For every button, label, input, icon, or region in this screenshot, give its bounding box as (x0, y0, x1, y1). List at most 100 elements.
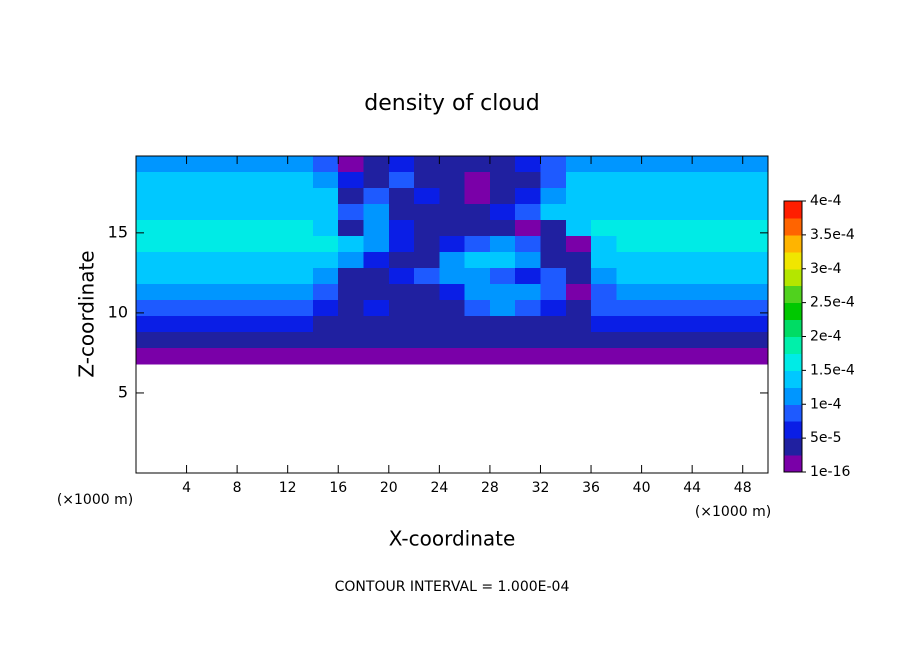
field-cell (338, 316, 365, 333)
field-cell (186, 284, 213, 301)
field-cell (237, 172, 263, 189)
field-cell (237, 204, 263, 221)
field-cell (666, 204, 693, 221)
field-cell (591, 252, 617, 269)
field-cell (616, 204, 643, 221)
field-cell (666, 268, 693, 285)
field-cell (287, 156, 314, 173)
field-cell (540, 204, 567, 221)
field-cell (312, 156, 339, 173)
field-cell (262, 236, 289, 253)
field-cell (489, 220, 516, 237)
field-cell (515, 156, 542, 173)
field-cell (338, 188, 365, 205)
field-cell (666, 332, 693, 349)
field-cell (717, 332, 744, 349)
field-cell (262, 268, 289, 285)
field-cell (338, 300, 365, 317)
field-cell (211, 188, 238, 205)
field-cell (136, 300, 162, 317)
field-cell (717, 300, 744, 317)
field-cell (641, 220, 668, 237)
field-cell (616, 268, 643, 285)
field-cell (742, 188, 769, 205)
field-cell (136, 316, 162, 333)
field-cell (515, 284, 542, 301)
y-tick-label: 5 (118, 382, 128, 401)
field-cell (515, 348, 542, 365)
field-cell (312, 188, 339, 205)
field-cell (742, 300, 769, 317)
field-cell (464, 220, 491, 237)
field-cell (211, 316, 238, 333)
field-cell (161, 332, 188, 349)
field-cell (312, 268, 339, 285)
field-cell (464, 332, 491, 349)
field-cell (666, 220, 693, 237)
field-cell (186, 252, 213, 269)
field-cell (616, 332, 643, 349)
field-cell (237, 268, 263, 285)
field-cell (211, 268, 238, 285)
x-tick-label: 28 (481, 480, 499, 496)
field-cell (388, 252, 415, 269)
field-cell (287, 252, 314, 269)
x-tick-label: 8 (233, 480, 242, 496)
field-cell (641, 204, 668, 221)
field-cell (211, 300, 238, 317)
field-cell (414, 332, 440, 349)
field-cell (641, 268, 668, 285)
field-cell (666, 236, 693, 253)
field-cell (692, 236, 719, 253)
field-cell (363, 316, 390, 333)
field-cell (717, 236, 744, 253)
field-cell (136, 204, 162, 221)
field-cell (540, 300, 567, 317)
field-cell (414, 156, 440, 173)
field-cell (464, 172, 491, 189)
x-unit-label: (×1000 m) (57, 492, 133, 508)
field-cell (136, 172, 162, 189)
field-cell (742, 204, 769, 221)
field-cell (338, 268, 365, 285)
field-cell (338, 204, 365, 221)
field-cell (186, 236, 213, 253)
field-cell (363, 332, 390, 349)
colorbar-band (784, 353, 802, 371)
field-cell (565, 172, 592, 189)
field-cell (312, 236, 339, 253)
field-cell (388, 332, 415, 349)
field-cell (717, 172, 744, 189)
field-cell (489, 188, 516, 205)
field-cell (489, 316, 516, 333)
field-cell (161, 300, 188, 317)
field-cell (565, 156, 592, 173)
field-cell (312, 316, 339, 333)
x-tick-label: 12 (279, 480, 297, 496)
field-cell (692, 188, 719, 205)
field-cell (591, 236, 617, 253)
field-cell (287, 284, 314, 301)
field-cell (439, 348, 466, 365)
field-cell (515, 332, 542, 349)
field-cell (439, 252, 466, 269)
field-cell (414, 348, 440, 365)
field-cell (363, 236, 390, 253)
field-cell (692, 220, 719, 237)
field-cell (161, 188, 188, 205)
field-cell (414, 204, 440, 221)
field-cell (312, 284, 339, 301)
x-tick-label: 48 (734, 480, 752, 496)
field-cell (565, 252, 592, 269)
field-cell (186, 204, 213, 221)
field-cell (414, 252, 440, 269)
field-cell (540, 348, 567, 365)
field-cell (717, 220, 744, 237)
field-cell (262, 316, 289, 333)
field-cell (439, 236, 466, 253)
field-cell (414, 188, 440, 205)
field-cell (717, 348, 744, 365)
field-cell (211, 348, 238, 365)
field-cell (211, 220, 238, 237)
field-cell (540, 156, 567, 173)
